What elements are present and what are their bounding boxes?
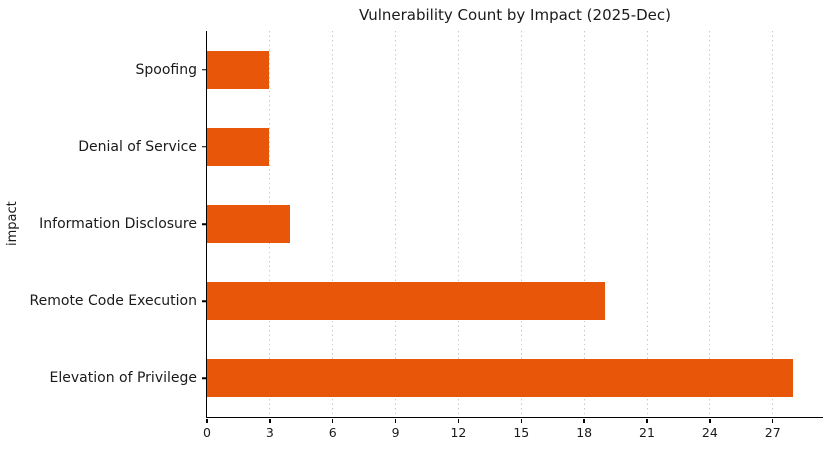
x-tick-label: 12 xyxy=(450,425,467,440)
bar xyxy=(206,282,605,321)
x-tick-mark xyxy=(646,418,648,423)
x-tick-mark xyxy=(709,418,711,423)
chart-title: Vulnerability Count by Impact (2025-Dec) xyxy=(358,6,671,24)
x-tick-mark xyxy=(331,418,334,423)
y-tick-mark xyxy=(201,146,206,148)
y-tick-mark xyxy=(201,377,206,380)
x-tick-mark xyxy=(583,418,585,423)
vertical-gridline xyxy=(520,31,522,417)
x-tick-label: 27 xyxy=(764,425,781,440)
x-tick-mark xyxy=(457,418,460,423)
vertical-gridline xyxy=(395,31,397,417)
x-tick-label: 6 xyxy=(328,425,337,440)
y-tick-label: Denial of Service xyxy=(78,138,197,155)
x-tick-mark xyxy=(269,418,271,423)
x-tick-mark xyxy=(520,418,523,423)
bar xyxy=(206,127,270,166)
vertical-gridline xyxy=(709,31,711,417)
x-tick-mark xyxy=(771,418,774,423)
y-tick-mark xyxy=(201,223,206,225)
vertical-gridline xyxy=(772,31,774,417)
x-tick-label: 9 xyxy=(391,425,400,440)
vertical-gridline xyxy=(646,31,648,417)
x-tick-mark xyxy=(394,418,397,423)
y-tick-label: Elevation of Privilege xyxy=(49,370,197,387)
x-tick-label: 15 xyxy=(513,425,530,440)
x-tick-label: 18 xyxy=(576,425,593,440)
bar xyxy=(206,50,270,89)
y-tick-mark xyxy=(201,68,206,71)
bar xyxy=(206,359,794,398)
vertical-gridline xyxy=(332,31,334,417)
y-tick-label: Remote Code Execution xyxy=(29,293,197,310)
vertical-gridline xyxy=(583,31,585,417)
x-tick-mark xyxy=(206,418,208,423)
bar xyxy=(206,205,291,243)
x-tick-label: 21 xyxy=(639,425,655,440)
plot-area xyxy=(205,31,823,418)
vertical-gridline xyxy=(457,31,459,417)
x-tick-label: 3 xyxy=(265,425,274,440)
y-tick-mark xyxy=(201,300,206,302)
y-tick-label: Information Disclosure xyxy=(39,216,197,232)
x-tick-label: 24 xyxy=(701,425,718,440)
x-tick-label: 0 xyxy=(203,425,211,440)
y-tick-label: Spoofing xyxy=(135,61,197,78)
